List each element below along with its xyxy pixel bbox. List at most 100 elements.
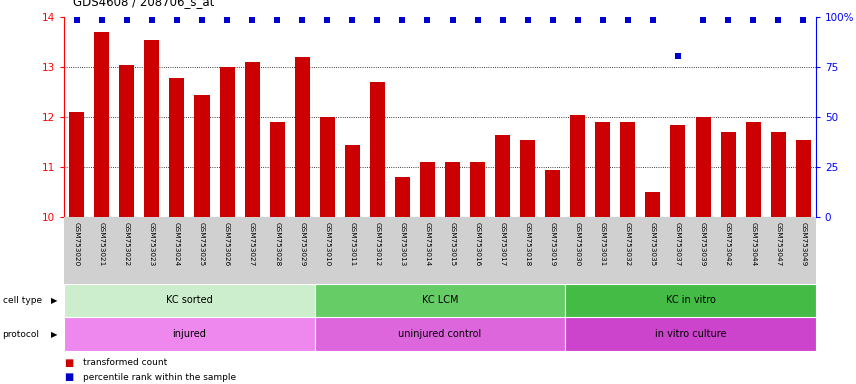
Text: GSM753028: GSM753028 — [274, 222, 280, 266]
Bar — [69, 112, 84, 217]
Text: GSM753049: GSM753049 — [800, 222, 806, 266]
Text: ▶: ▶ — [51, 329, 58, 339]
Text: GSM753039: GSM753039 — [700, 222, 706, 266]
Bar — [145, 40, 159, 217]
Bar — [520, 140, 535, 217]
Text: GSM753013: GSM753013 — [400, 222, 406, 266]
Point — [796, 17, 810, 23]
Text: uninjured control: uninjured control — [398, 329, 482, 339]
Text: GSM753024: GSM753024 — [174, 222, 180, 266]
Point — [371, 17, 384, 23]
Point — [771, 17, 785, 23]
Point — [696, 17, 710, 23]
Point — [722, 17, 735, 23]
Text: GSM753025: GSM753025 — [199, 222, 205, 266]
Text: in vitro culture: in vitro culture — [655, 329, 726, 339]
Point — [496, 17, 509, 23]
Bar — [721, 132, 735, 217]
Point — [95, 17, 109, 23]
Text: GSM753010: GSM753010 — [324, 222, 330, 266]
Bar — [570, 115, 586, 217]
Point — [420, 17, 434, 23]
Text: GSM753015: GSM753015 — [449, 222, 455, 266]
Point — [520, 17, 534, 23]
Text: GSM753044: GSM753044 — [750, 222, 756, 266]
Text: GSM753047: GSM753047 — [776, 222, 782, 266]
Bar — [420, 162, 435, 217]
Text: KC LCM: KC LCM — [422, 295, 458, 306]
Bar — [370, 82, 385, 217]
Bar — [315, 317, 565, 351]
Text: GSM753030: GSM753030 — [574, 222, 580, 266]
Bar — [315, 284, 565, 317]
Text: ■: ■ — [64, 372, 74, 382]
Point — [170, 17, 184, 23]
Bar — [696, 117, 710, 217]
Bar — [621, 122, 635, 217]
Bar — [495, 135, 510, 217]
Text: protocol: protocol — [3, 329, 39, 339]
Point — [671, 53, 685, 59]
Text: GSM753032: GSM753032 — [625, 222, 631, 266]
Text: cell type: cell type — [3, 296, 42, 305]
Point — [471, 17, 484, 23]
Text: KC sorted: KC sorted — [166, 295, 213, 306]
Point — [746, 17, 760, 23]
Bar — [565, 317, 816, 351]
Bar — [395, 177, 410, 217]
Point — [70, 17, 84, 23]
Point — [295, 17, 309, 23]
Bar — [670, 125, 686, 217]
Bar — [245, 62, 259, 217]
Bar — [219, 67, 235, 217]
Text: percentile rank within the sample: percentile rank within the sample — [83, 372, 236, 382]
Point — [145, 17, 158, 23]
Text: GSM753011: GSM753011 — [349, 222, 355, 266]
Text: GSM753020: GSM753020 — [74, 222, 80, 266]
Text: transformed count: transformed count — [83, 358, 167, 367]
Text: GSM753029: GSM753029 — [300, 222, 306, 266]
Point — [245, 17, 259, 23]
Text: GSM753022: GSM753022 — [124, 222, 130, 266]
Bar — [64, 317, 315, 351]
Bar — [64, 284, 315, 317]
Point — [596, 17, 609, 23]
Bar — [770, 132, 786, 217]
Point — [270, 17, 284, 23]
Bar — [194, 95, 210, 217]
Text: ▶: ▶ — [51, 296, 58, 305]
Point — [446, 17, 460, 23]
Bar — [565, 284, 816, 317]
Point — [220, 17, 234, 23]
Text: GSM753019: GSM753019 — [550, 222, 556, 266]
Text: ■: ■ — [64, 358, 74, 368]
Bar — [320, 117, 335, 217]
Text: GDS4608 / 208706_s_at: GDS4608 / 208706_s_at — [73, 0, 214, 8]
Point — [346, 17, 360, 23]
Text: GSM753021: GSM753021 — [98, 222, 104, 266]
Bar — [645, 192, 661, 217]
Text: injured: injured — [173, 329, 206, 339]
Bar — [445, 162, 460, 217]
Text: GSM753042: GSM753042 — [725, 222, 731, 266]
Text: GSM753031: GSM753031 — [600, 222, 606, 266]
Bar — [545, 170, 560, 217]
Text: GSM753027: GSM753027 — [249, 222, 255, 266]
Point — [320, 17, 334, 23]
Point — [195, 17, 209, 23]
Point — [621, 17, 634, 23]
Bar — [94, 32, 110, 217]
Text: KC in vitro: KC in vitro — [666, 295, 716, 306]
Text: GSM753014: GSM753014 — [425, 222, 431, 266]
Text: GSM753018: GSM753018 — [525, 222, 531, 266]
Text: GSM753023: GSM753023 — [149, 222, 155, 266]
Bar — [746, 122, 761, 217]
Text: GSM753016: GSM753016 — [474, 222, 480, 266]
Bar — [796, 140, 811, 217]
Bar — [345, 145, 360, 217]
Text: GSM753012: GSM753012 — [374, 222, 380, 266]
Point — [546, 17, 560, 23]
Text: GSM753017: GSM753017 — [500, 222, 506, 266]
Text: GSM753037: GSM753037 — [675, 222, 681, 266]
Bar — [169, 78, 184, 217]
